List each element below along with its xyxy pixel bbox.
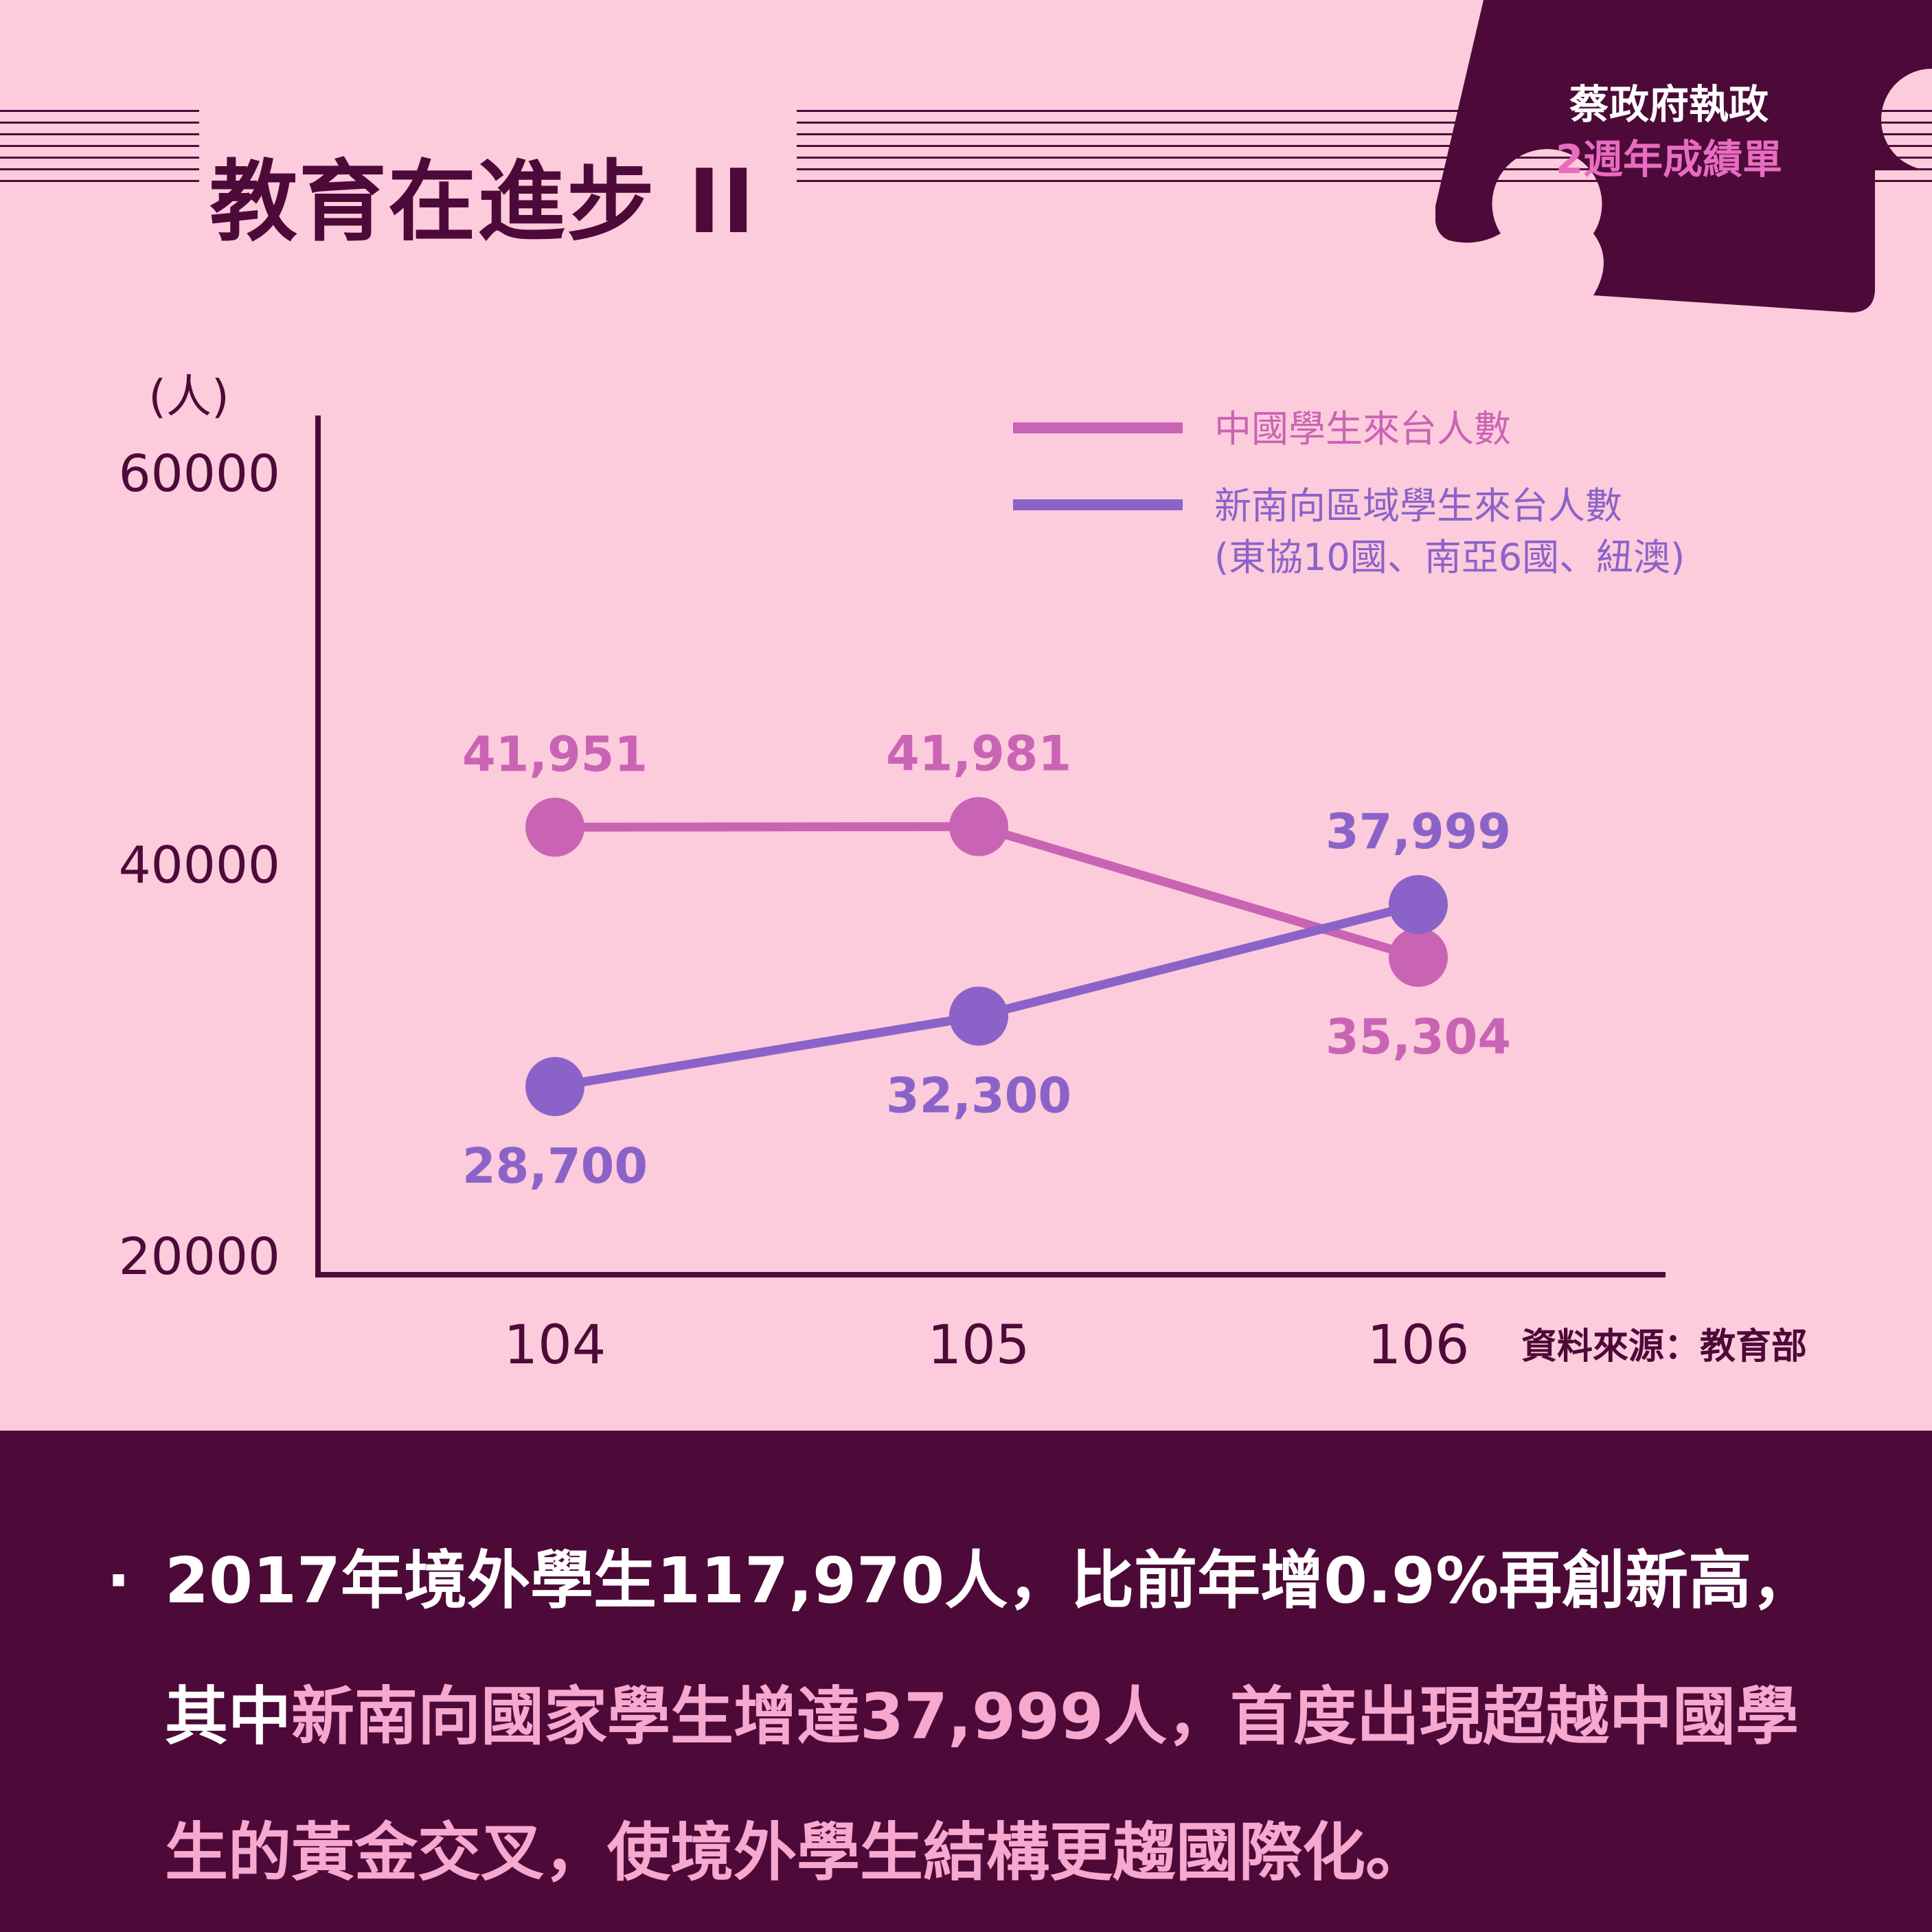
data-label: 32,300 bbox=[886, 1067, 1071, 1124]
data-point bbox=[525, 1057, 584, 1117]
x-tick-label: 105 bbox=[928, 1315, 1030, 1376]
data-label: 28,700 bbox=[462, 1138, 648, 1194]
data-source: 資料來源：教育部 bbox=[1521, 1326, 1808, 1367]
y-axis-unit: (人) bbox=[148, 370, 229, 423]
badge-line-2: 2週年成績單 bbox=[1555, 136, 1783, 183]
y-tick-label: 60000 bbox=[119, 444, 280, 503]
data-point bbox=[949, 986, 1008, 1046]
data-label: 41,981 bbox=[886, 726, 1071, 782]
data-label: 37,999 bbox=[1326, 804, 1511, 860]
puzzle-badge bbox=[1435, 0, 1932, 312]
data-point bbox=[1389, 927, 1448, 987]
legend-label: 新南向區域學生來台人數 bbox=[1214, 484, 1622, 527]
line-chart: (人) 20000 40000 60000 104 105 106 41,951 41,9… bbox=[119, 370, 1685, 1376]
footer-text-part1: 2017年境外學生117,970人，比前年增0.9%再創新高，其中 bbox=[165, 1544, 1815, 1753]
y-tick-label: 20000 bbox=[119, 1227, 280, 1286]
data-point bbox=[949, 797, 1008, 856]
data-point bbox=[1389, 875, 1448, 935]
data-label: 35,304 bbox=[1326, 1009, 1511, 1065]
title-stripes-right bbox=[797, 110, 1932, 192]
badge-line-1: 蔡政府執政 bbox=[1569, 81, 1769, 128]
title-stripes-left bbox=[0, 110, 199, 192]
footer-text-highlight: 新南向國家學生增達37,999人，首度出現超越中國學生的黃金交叉，使境外學生結構… bbox=[165, 1680, 1799, 1889]
page-title: 教育在進步 II bbox=[209, 151, 756, 253]
footer-bullet: · bbox=[106, 1544, 130, 1617]
data-point bbox=[525, 797, 584, 857]
x-tick-label: 106 bbox=[1367, 1315, 1470, 1376]
footer-panel: · 2017年境外學生117,970人，比前年增0.9%再創新高，其中新南向國家… bbox=[0, 1431, 1932, 1932]
legend-label-note: (東協10國、南亞6國、紐澳) bbox=[1214, 536, 1685, 579]
data-label: 41,951 bbox=[462, 726, 648, 782]
x-tick-label: 104 bbox=[504, 1315, 606, 1376]
y-tick-label: 40000 bbox=[119, 836, 280, 895]
legend-label: 中國學生來台人數 bbox=[1214, 407, 1511, 451]
footer-text: 2017年境外學生117,970人，比前年增0.9%再創新高，其中新南向國家學生… bbox=[165, 1513, 1861, 1921]
